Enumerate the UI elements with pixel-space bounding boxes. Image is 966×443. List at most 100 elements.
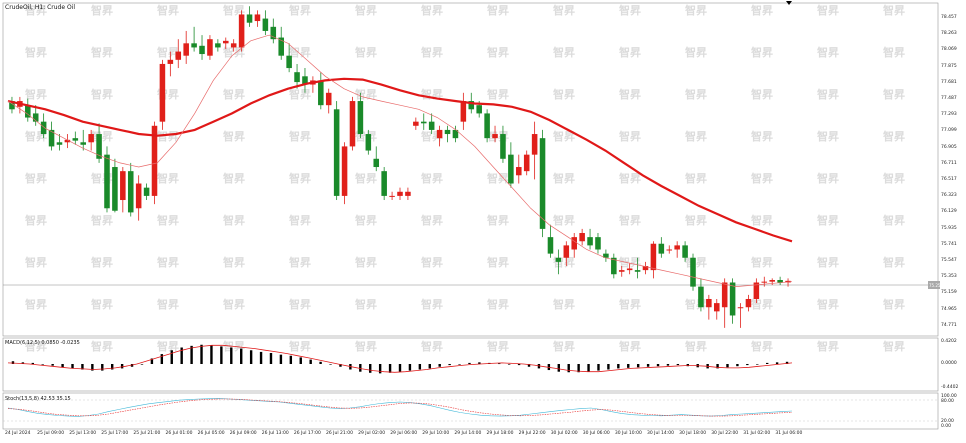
candle-body xyxy=(246,14,253,23)
watermark: 智昇 xyxy=(817,297,839,311)
candle-body xyxy=(658,243,665,254)
watermark: 智昇 xyxy=(487,3,509,17)
watermark: 智昇 xyxy=(355,339,377,353)
candle-body xyxy=(706,298,712,308)
time-tick-label: 26 Jul 17:00 xyxy=(293,431,321,436)
time-tick-label: 26 Jul 13:00 xyxy=(261,431,289,436)
watermark: 智昇 xyxy=(619,45,641,59)
watermark: 智昇 xyxy=(487,171,509,185)
candle-body xyxy=(721,282,728,308)
candle-body xyxy=(777,280,783,283)
watermark: 智昇 xyxy=(817,255,839,269)
watermark: 智昇 xyxy=(25,3,47,17)
time-tick-label: 24 Jul 2024 xyxy=(5,431,31,436)
watermark: 智昇 xyxy=(553,213,575,227)
price-tick-label: 77.293 xyxy=(941,112,957,118)
watermark: 智昇 xyxy=(355,213,377,227)
candle-body xyxy=(238,14,245,48)
watermark: 智昇 xyxy=(289,45,311,59)
candle-body xyxy=(112,167,118,211)
candle-body xyxy=(381,171,387,196)
candle-body xyxy=(230,43,237,48)
candle-body xyxy=(397,191,403,196)
macd-bar xyxy=(21,362,25,364)
watermark: 智昇 xyxy=(355,255,377,269)
watermark: 智昇 xyxy=(883,45,905,59)
chart-title: CrudeOil, H1: Crude Oil xyxy=(5,4,76,11)
price-tick-label: 74.771 xyxy=(941,322,957,328)
watermark: 智昇 xyxy=(685,87,707,101)
candle-body xyxy=(175,51,182,60)
macd-bar xyxy=(329,364,332,365)
candle-body xyxy=(254,14,261,22)
macd-bar xyxy=(120,364,124,369)
macd-bar xyxy=(81,364,84,370)
price-tick-label: 78.069 xyxy=(941,47,957,53)
price-tick-label: 76.129 xyxy=(941,209,957,215)
watermark: 智昇 xyxy=(685,45,707,59)
macd-bar xyxy=(418,364,422,370)
candle-body xyxy=(25,105,31,118)
candle-body xyxy=(80,142,87,145)
macd-bar xyxy=(517,364,521,366)
watermark: 智昇 xyxy=(619,129,641,143)
candle-body xyxy=(603,253,609,258)
watermark: 智昇 xyxy=(685,213,707,227)
watermark: 智昇 xyxy=(685,171,707,185)
watermark: 智昇 xyxy=(355,45,377,59)
time-tick-label: 31 Jul 02:00 xyxy=(743,431,771,436)
price-tick-label: 78.457 xyxy=(941,15,957,20)
candle-body xyxy=(571,237,577,250)
price-tick-label: 75.159 xyxy=(941,290,957,296)
candle-body xyxy=(72,138,79,141)
price-tick-label: 75.935 xyxy=(941,225,957,231)
candle-body xyxy=(555,257,562,262)
macd-bar xyxy=(41,364,44,365)
macd-bar xyxy=(478,362,481,364)
macd-bar xyxy=(458,364,461,365)
time-tick-label: 30 Jul 14:00 xyxy=(647,431,674,436)
candle-body xyxy=(270,26,277,40)
macd-bar xyxy=(627,364,630,368)
watermark: 智昇 xyxy=(157,297,179,311)
macd-bar xyxy=(269,353,273,364)
watermark: 智昇 xyxy=(355,297,377,311)
macd-bar xyxy=(150,358,154,364)
time-tick-label: 25 Jul 09:00 xyxy=(37,431,65,436)
watermark: 智昇 xyxy=(487,339,509,353)
candle-body xyxy=(167,59,174,64)
macd-bar xyxy=(160,354,164,364)
watermark: 智昇 xyxy=(25,297,47,311)
candle-body xyxy=(753,282,760,299)
price-tick-label: 76.711 xyxy=(941,160,957,166)
watermark: 智昇 xyxy=(619,255,641,269)
scroll-marker-icon[interactable] xyxy=(786,1,792,5)
candle-body xyxy=(523,154,530,172)
time-tick-label: 29 Jul 02:00 xyxy=(358,431,386,436)
macd-bar xyxy=(617,364,620,369)
macd-bar xyxy=(448,364,451,366)
macd-histogram xyxy=(11,344,789,374)
watermark: 智昇 xyxy=(751,255,773,269)
candle-body xyxy=(547,237,554,254)
watermark: 智昇 xyxy=(91,339,113,353)
price-tick-label: 75.741 xyxy=(941,241,957,247)
watermark: 智昇 xyxy=(619,297,641,311)
watermark: 智昇 xyxy=(751,213,773,227)
macd-bar xyxy=(666,364,670,366)
watermark: 智昇 xyxy=(157,129,179,143)
candle-body xyxy=(531,134,538,155)
macd-bar xyxy=(170,350,173,364)
watermark: 智昇 xyxy=(421,213,443,227)
candle-body xyxy=(690,257,696,287)
candle-body xyxy=(294,72,300,83)
candle-body xyxy=(626,268,633,271)
price-tick-label: 76.323 xyxy=(941,193,957,199)
watermark: 智昇 xyxy=(553,297,575,311)
watermark: 智昇 xyxy=(553,3,575,17)
watermark: 智昇 xyxy=(619,213,641,227)
macd-signal-line xyxy=(7,344,793,373)
macd-bar xyxy=(309,359,312,364)
macd-bar xyxy=(51,364,54,366)
